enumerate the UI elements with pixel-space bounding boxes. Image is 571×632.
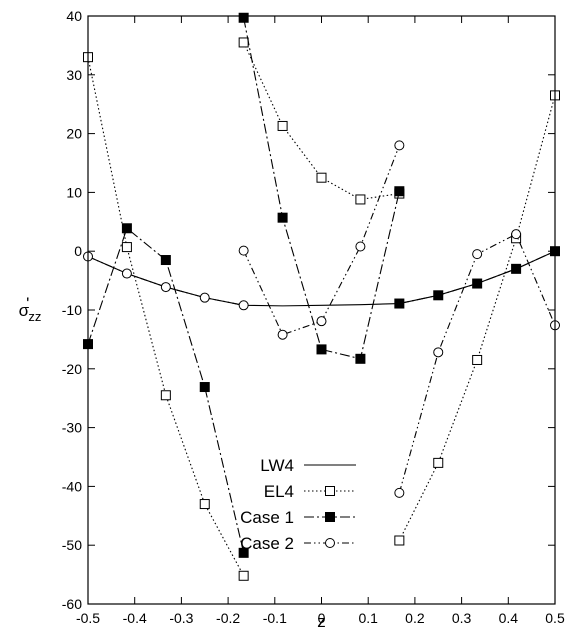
data-point	[238, 12, 249, 23]
data-point	[472, 249, 483, 260]
series-lw4	[87, 250, 556, 307]
series-line	[87, 250, 556, 307]
data-point	[277, 329, 288, 340]
y-axis-title-main: σ	[19, 301, 30, 320]
y-tick-label: 0	[74, 243, 82, 259]
data-point	[121, 242, 132, 253]
data-point	[238, 245, 249, 256]
data-point	[316, 344, 327, 355]
legend-marker-sample	[325, 512, 335, 522]
legend-marker-sample	[325, 538, 335, 548]
data-point	[511, 229, 522, 240]
data-point	[199, 382, 210, 393]
data-point	[394, 298, 405, 309]
series-case-2	[83, 140, 560, 498]
data-point	[394, 186, 405, 197]
y-axis-title: σ'zz	[19, 294, 42, 324]
x-tick-label: -0.4	[123, 610, 147, 626]
legend-label: EL4	[264, 482, 294, 501]
series-line	[243, 17, 400, 360]
data-point	[160, 390, 171, 401]
series-layer	[83, 12, 560, 581]
data-point	[511, 263, 522, 274]
y-axis-title-subscript: zz	[28, 309, 41, 324]
x-tick-label: 0.3	[452, 610, 472, 626]
y-tick-label: -30	[62, 420, 82, 436]
legend-label: Case 2	[240, 534, 294, 553]
series-line	[87, 57, 245, 577]
x-tick-label: -0.1	[263, 610, 287, 626]
y-tick-label: -60	[62, 596, 82, 612]
data-point	[472, 354, 483, 365]
x-tick-label: 0.2	[405, 610, 425, 626]
data-point	[199, 499, 210, 510]
data-point	[355, 194, 366, 205]
data-point	[472, 278, 483, 289]
data-point	[238, 547, 249, 558]
y-tick-label: 30	[66, 67, 82, 83]
x-tick-label: 0	[318, 610, 326, 626]
data-point	[355, 353, 366, 364]
y-tick-label: -20	[62, 361, 82, 377]
data-point	[394, 535, 405, 546]
data-point	[355, 241, 366, 252]
y-tick-label: 20	[66, 126, 82, 142]
data-point	[433, 347, 444, 358]
y-tick-label: 40	[66, 8, 82, 24]
x-tick-label: 0.4	[499, 610, 519, 626]
y-tick-label: 10	[66, 184, 82, 200]
y-axis-title-accent: '	[26, 294, 29, 313]
legend-label: Case 1	[240, 508, 294, 527]
data-point	[238, 37, 249, 48]
series-el4	[83, 37, 560, 581]
x-axis-title: z	[317, 612, 326, 631]
series-line	[398, 95, 556, 541]
series-line	[87, 227, 245, 553]
data-point	[394, 140, 405, 151]
series-line	[87, 255, 244, 306]
data-point	[238, 300, 249, 311]
y-tick-label: -50	[62, 537, 82, 553]
plot-frame	[87, 15, 556, 605]
data-point	[277, 120, 288, 131]
data-point	[316, 316, 327, 327]
data-point	[316, 172, 327, 183]
data-point	[160, 255, 171, 266]
x-tick-label: -0.5	[76, 610, 100, 626]
data-point	[238, 570, 249, 581]
x-tick-label: 0.1	[358, 610, 378, 626]
legend-marker-sample	[325, 486, 335, 496]
legend: LW4 EL4 Case 1 Case 2	[240, 456, 356, 553]
legend-label: LW4	[260, 456, 294, 475]
data-point	[121, 223, 132, 234]
data-point	[433, 457, 444, 468]
x-tick-label: -0.2	[216, 610, 240, 626]
x-tick-label: 0.5	[545, 610, 565, 626]
data-point	[160, 282, 171, 293]
data-point	[433, 290, 444, 301]
data-point	[394, 487, 405, 498]
x-tick-label: -0.3	[169, 610, 193, 626]
data-point	[121, 268, 132, 279]
series-case-1	[83, 12, 560, 558]
data-point	[277, 212, 288, 223]
y-tick-label: -10	[62, 302, 82, 318]
ticks-layer: -0.5 -0.4 -0.3 -0.2 -0.1 0 0.1 0.2 0.3 0.4 0.5 -60 -…	[62, 8, 565, 626]
data-point	[199, 292, 210, 303]
y-tick-label: -40	[62, 478, 82, 494]
